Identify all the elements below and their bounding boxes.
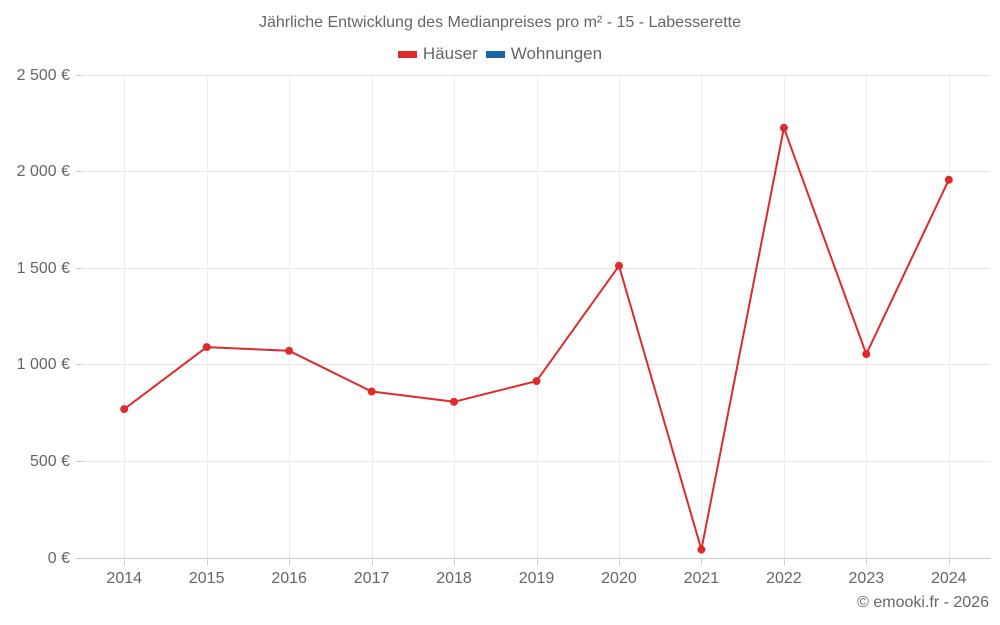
x-axis-label: 2021 bbox=[683, 570, 720, 587]
x-axis-label: 2020 bbox=[601, 570, 637, 587]
y-axis-label: 1 500 € bbox=[16, 259, 70, 277]
chart-legend: Häuser Wohnungen bbox=[0, 44, 1000, 64]
y-axis-label: 2 500 € bbox=[16, 66, 70, 84]
y-axis-label: 1 000 € bbox=[16, 356, 70, 374]
data-point[interactable] bbox=[367, 387, 376, 396]
chart-title: Jährliche Entwicklung des Medianpreises … bbox=[258, 14, 741, 31]
y-axis-label: 0 € bbox=[47, 549, 70, 567]
legend-label-haeuser: Häuser bbox=[422, 44, 478, 63]
data-point[interactable] bbox=[202, 343, 211, 352]
x-axis-label: 2018 bbox=[436, 570, 472, 587]
x-axis-label: 2015 bbox=[188, 570, 225, 587]
x-axis-label: 2019 bbox=[518, 570, 555, 587]
data-point[interactable] bbox=[615, 261, 623, 270]
x-axis-label: 2016 bbox=[271, 570, 307, 587]
data-point[interactable] bbox=[450, 397, 458, 406]
x-axis-label: 2024 bbox=[930, 570, 967, 587]
legend-item-haeuser[interactable]: Häuser bbox=[397, 44, 478, 64]
legend-label-wohnungen: Wohnungen bbox=[510, 44, 603, 63]
x-axis-label: 2023 bbox=[848, 570, 885, 587]
gridlines bbox=[75, 74, 990, 566]
data-point[interactable] bbox=[120, 405, 129, 414]
data-point[interactable] bbox=[532, 377, 541, 386]
x-axis-label: 2014 bbox=[106, 570, 143, 587]
y-axis-label: 500 € bbox=[29, 452, 70, 470]
credits[interactable]: © emooki.fr - 2026 bbox=[857, 594, 989, 611]
legend-item-wohnungen[interactable]: Wohnungen bbox=[485, 44, 603, 64]
legend-swatch-haeuser bbox=[397, 50, 417, 58]
data-point[interactable] bbox=[779, 123, 788, 132]
data-point[interactable] bbox=[862, 350, 871, 359]
data-point[interactable] bbox=[697, 545, 706, 554]
x-axis-label: 2017 bbox=[353, 570, 390, 587]
x-axis-label: 2022 bbox=[766, 570, 802, 587]
series-haeuser bbox=[120, 123, 953, 554]
legend-swatch-wohnungen bbox=[485, 50, 505, 58]
y-axis-label: 2 000 € bbox=[16, 163, 70, 181]
data-point[interactable] bbox=[285, 346, 294, 355]
series-line bbox=[123, 126, 950, 551]
data-point[interactable] bbox=[944, 175, 953, 184]
